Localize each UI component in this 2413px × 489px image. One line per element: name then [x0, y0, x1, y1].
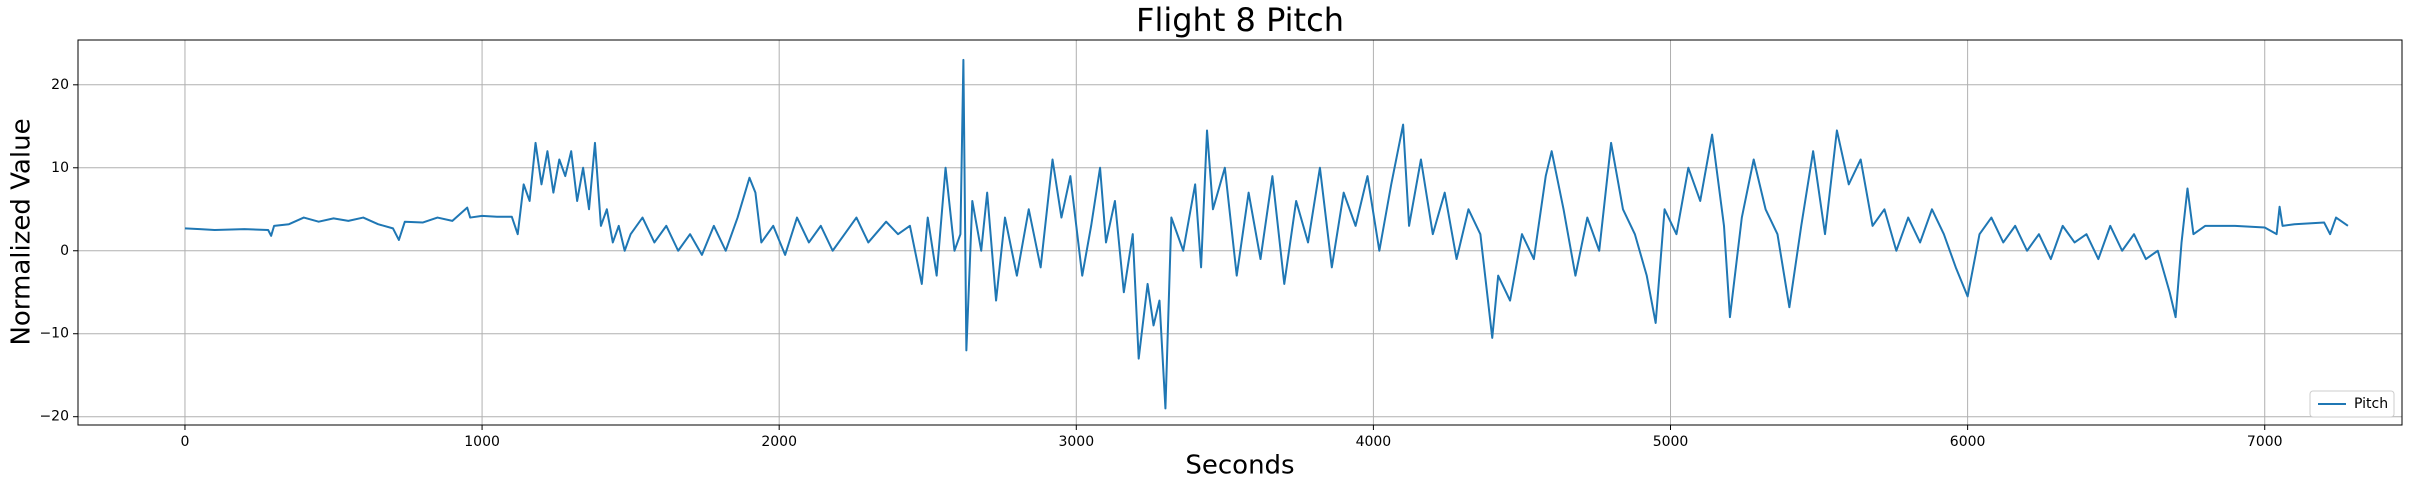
data-line: [184, 58, 2349, 410]
x-tick-label: 1000: [464, 434, 500, 450]
x-tick-label: 3000: [1058, 434, 1094, 450]
legend-box: [2309, 390, 2395, 418]
x-tick-label: 7000: [2247, 434, 2283, 450]
y-tick-label: 0: [60, 243, 69, 259]
legend-label: Pitch: [2354, 396, 2388, 412]
x-tick-label: 4000: [1356, 434, 1392, 450]
plot-frame: [77, 39, 2403, 426]
chart-title: Flight 8 Pitch: [1136, 1, 1344, 39]
x-tick-label: 2000: [761, 434, 797, 450]
y-tick-label: 10: [51, 160, 69, 176]
x-tick-label: 5000: [1653, 434, 1689, 450]
x-tick-label: 6000: [1950, 434, 1986, 450]
y-axis-label: Normalized Value: [7, 118, 37, 345]
x-tick-label: 0: [180, 434, 189, 450]
x-axis-label: Seconds: [1185, 451, 1294, 481]
y-tick-label: 20: [51, 77, 69, 93]
y-tick-label: −10: [39, 326, 69, 342]
y-tick-label: −20: [39, 409, 69, 425]
